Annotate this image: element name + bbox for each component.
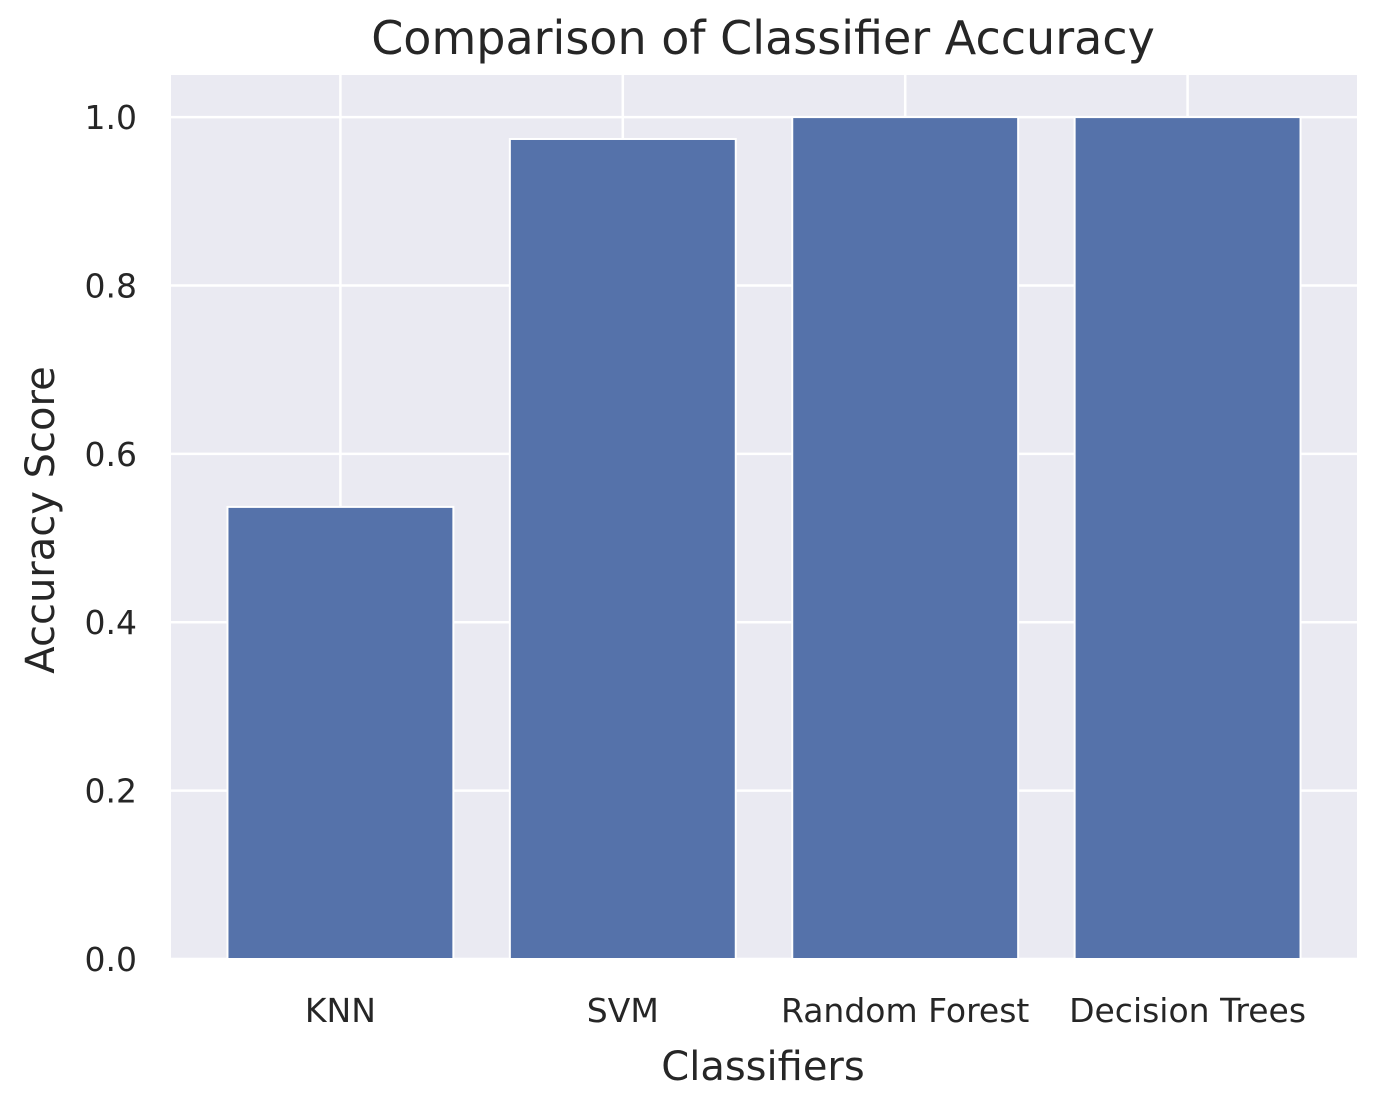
x-tick-label: SVM (587, 991, 659, 1030)
y-axis-label: Accuracy Score (18, 366, 64, 673)
y-tick-label: 0.6 (85, 435, 137, 474)
x-tick-label: Decision Trees (1069, 991, 1306, 1030)
y-tick-label: 0.8 (85, 266, 137, 305)
bars (226, 116, 1302, 961)
x-axis-label: Classifiers (661, 1044, 864, 1090)
y-tick-label: 0.0 (85, 940, 137, 979)
bar-random-forest (791, 116, 1020, 961)
x-tick-label: Random Forest (781, 991, 1029, 1030)
y-tick-label: 0.2 (85, 772, 137, 811)
y-tick-label: 1.0 (85, 98, 137, 137)
bar-knn (226, 505, 455, 960)
y-tick-labels: 0.0 0.2 0.4 0.6 0.8 1.0 (85, 98, 137, 979)
bar-decision-trees (1073, 116, 1302, 961)
x-tick-label: KNN (305, 991, 376, 1030)
y-tick-label: 0.4 (85, 603, 137, 642)
bar-svm (508, 137, 737, 961)
chart-title: Comparison of Classifier Accuracy (371, 11, 1155, 65)
x-tick-labels: KNN SVM Random Forest Decision Trees (305, 991, 1306, 1030)
